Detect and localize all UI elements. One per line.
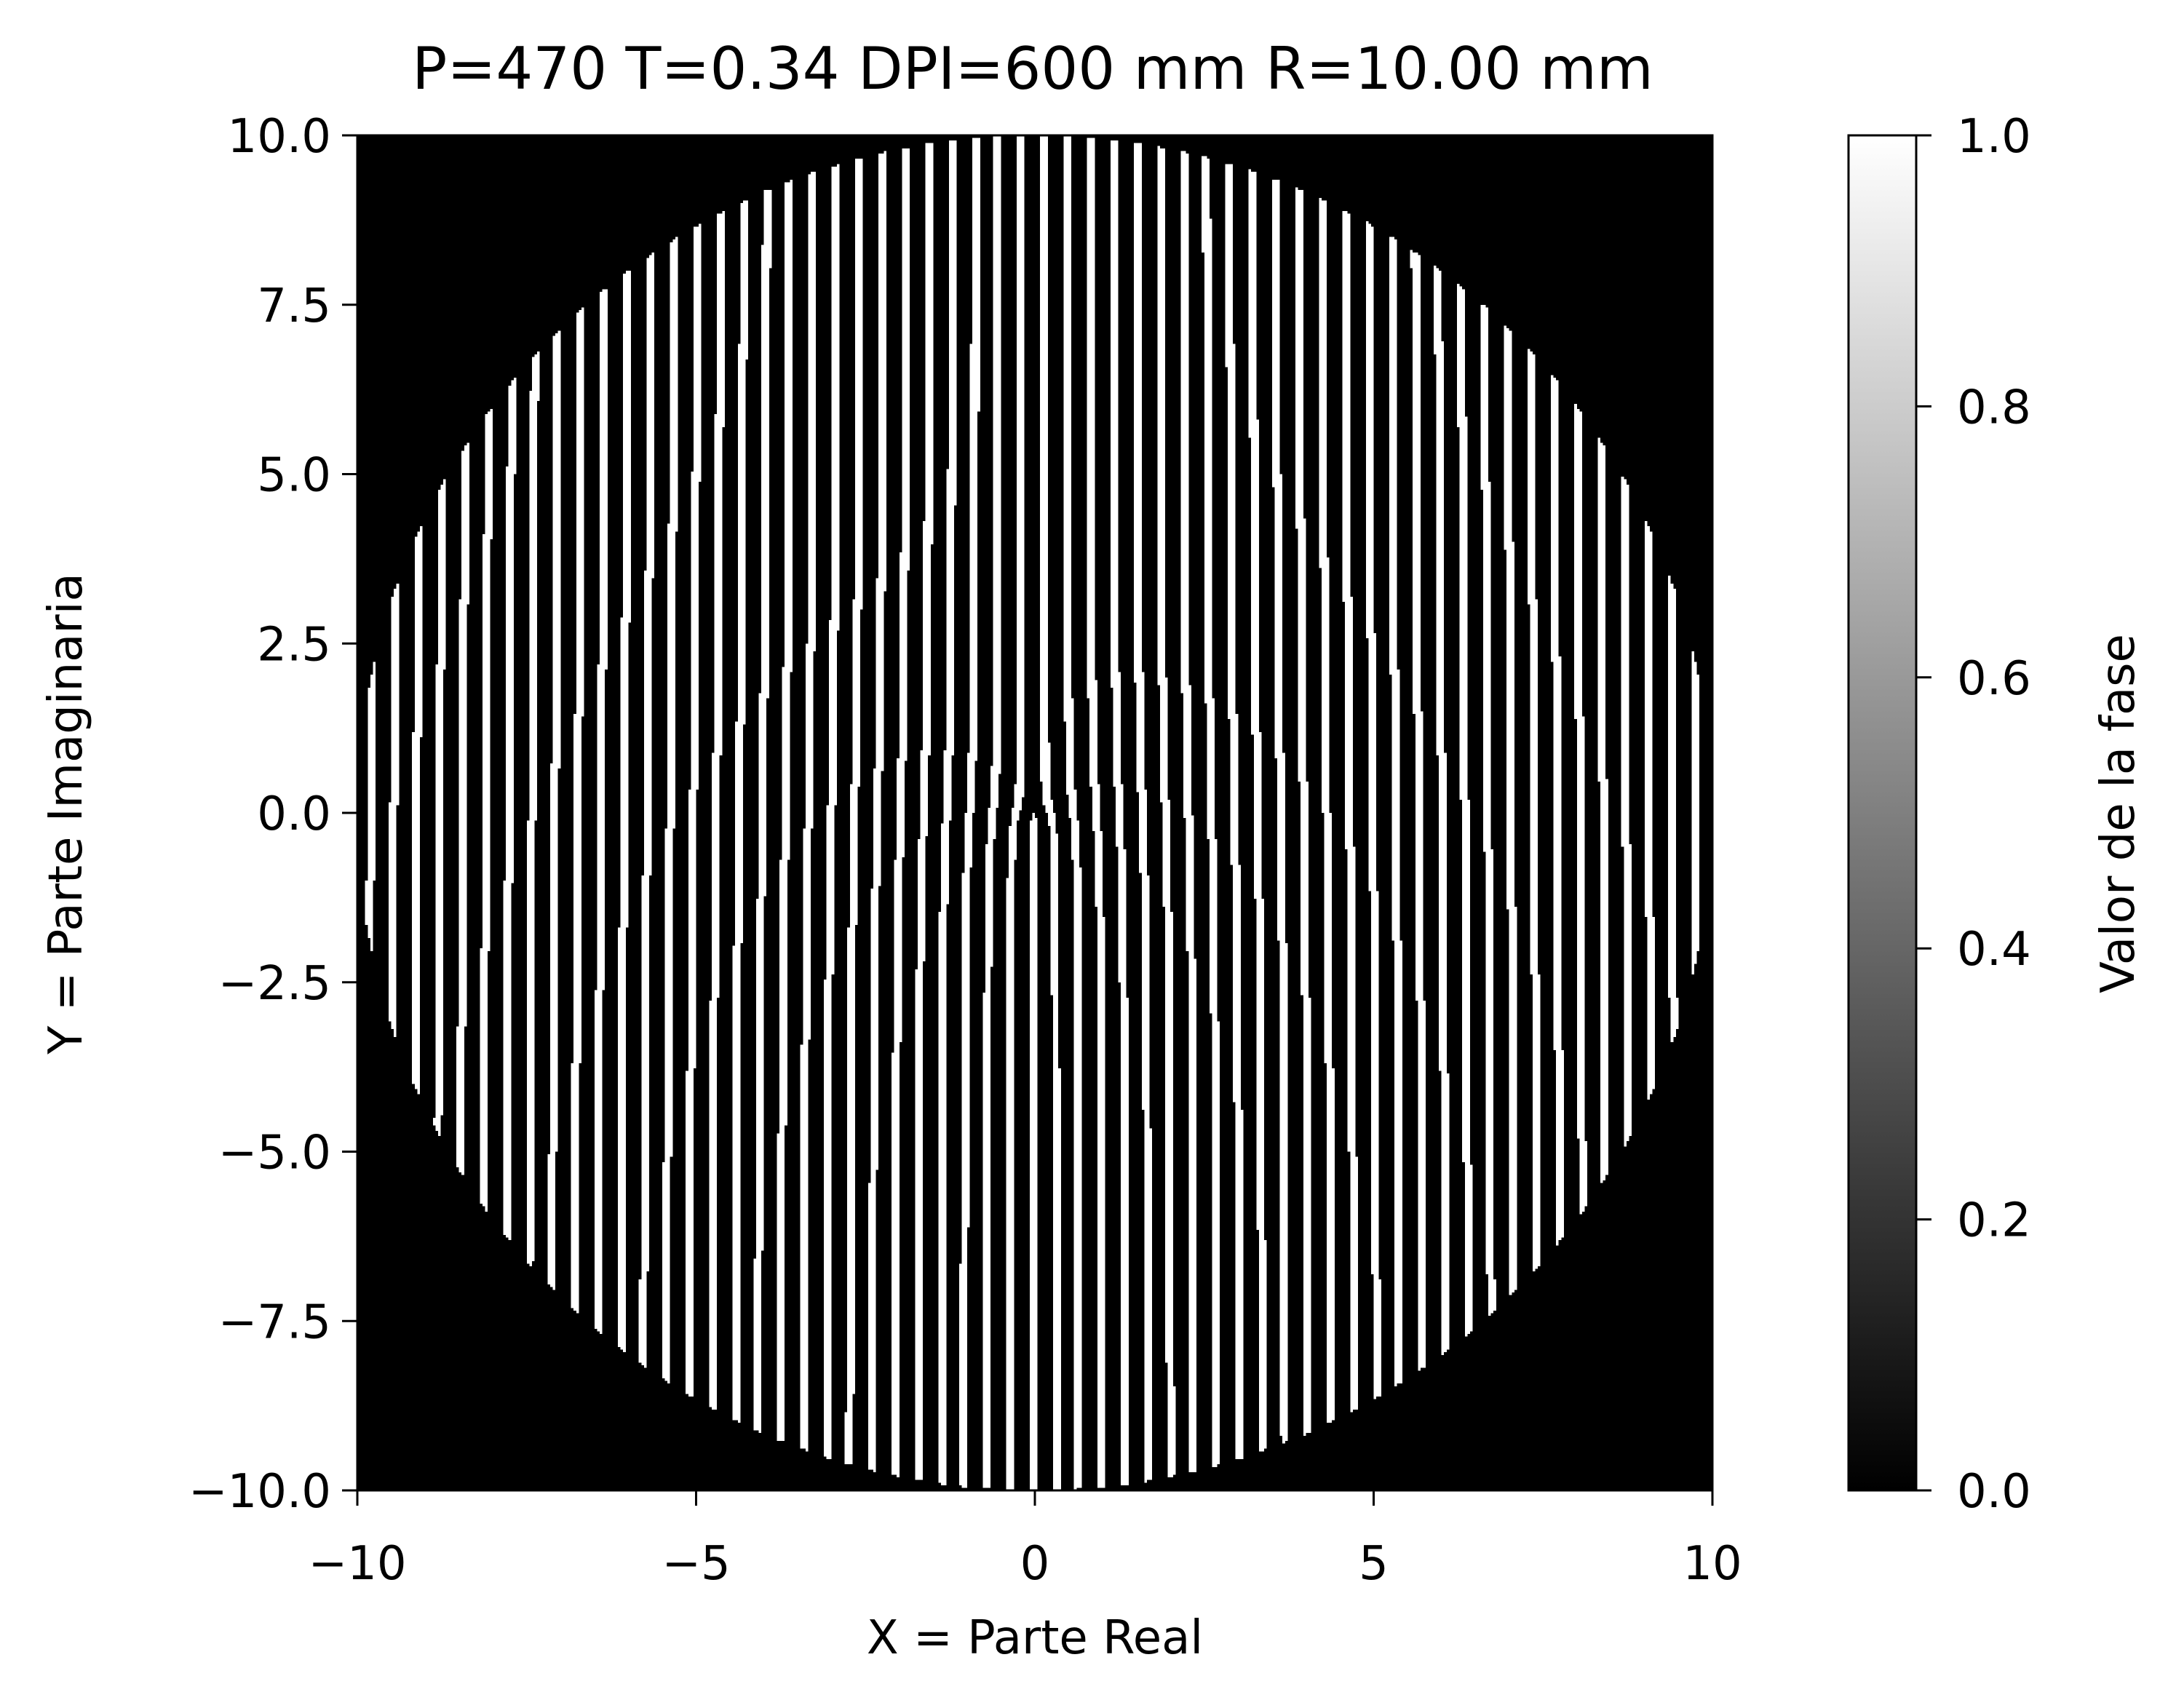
colorbar-label: Valor de la fase (2092, 634, 2145, 993)
y-tick-label: −5.0 (218, 1127, 331, 1180)
y-tick-label: 7.5 (257, 279, 331, 333)
y-tick-label: −10.0 (188, 1465, 331, 1519)
x-tick-label: 10 (1683, 1537, 1742, 1591)
y-tick-label: −2.5 (218, 957, 331, 1011)
plot-area (356, 134, 1714, 1492)
x-axis: −10 −5 0 5 10 (308, 1490, 1742, 1591)
colorbar-ticks: 0.0 0.2 0.4 0.6 0.8 1.0 (1916, 110, 2031, 1519)
y-tick-label: −7.5 (218, 1295, 331, 1349)
colorbar-gradient (1847, 134, 1918, 1492)
y-tick-label: 10.0 (228, 110, 332, 164)
x-tick-label: −5 (662, 1537, 730, 1591)
colorbar-tick-label: 0.4 (1957, 923, 2031, 977)
colorbar-tick-label: 0.6 (1957, 652, 2031, 706)
colorbar-tick-label: 0.2 (1957, 1194, 2031, 1248)
colorbar (1847, 134, 1918, 1492)
colorbar-tick-label: 0.8 (1957, 381, 2031, 434)
colorbar-tick-label: 0.0 (1957, 1465, 2031, 1519)
chart-title: P=470 T=0.34 DPI=600 mm R=10.00 mm (412, 35, 1653, 103)
y-axis-label: Y = Parte Imaginaria (39, 573, 93, 1054)
y-tick-label: 0.0 (257, 787, 331, 841)
x-tick-label: 5 (1359, 1537, 1389, 1591)
y-tick-label: 5.0 (257, 449, 331, 503)
y-tick-label: 2.5 (257, 618, 331, 672)
colorbar-tick-label: 1.0 (1957, 110, 2031, 164)
x-tick-label: −10 (308, 1537, 406, 1591)
x-tick-label: 0 (1020, 1537, 1050, 1591)
x-axis-label: X = Parte Real (867, 1611, 1203, 1665)
phase-hologram-image (357, 135, 1712, 1490)
y-axis: −10.0 −7.5 −5.0 −2.5 0.0 2.5 5.0 7.5 10.0 (188, 110, 357, 1519)
